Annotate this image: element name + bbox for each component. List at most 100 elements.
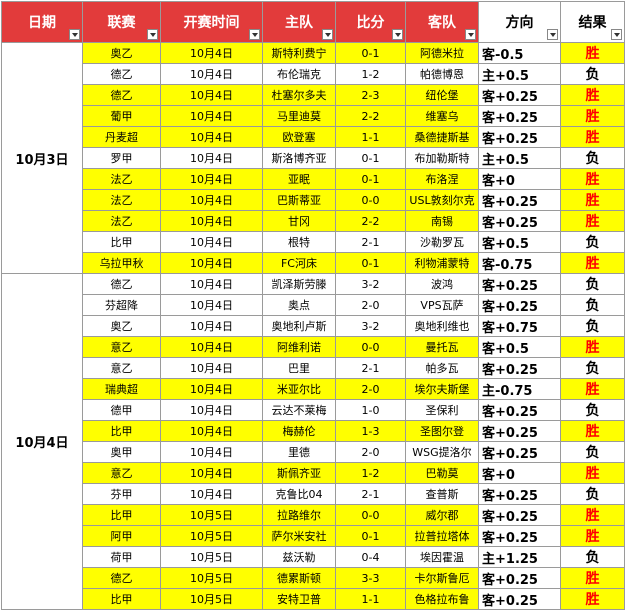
score: 2-0: [335, 294, 406, 316]
home-team: 斯佩齐亚: [262, 462, 336, 484]
league: 意乙: [82, 357, 161, 379]
match-row: 意乙 10月4日 斯佩齐亚 1-2 巴勒莫 客+0 胜: [2, 462, 625, 484]
kickoff-time: 10月4日: [160, 168, 263, 190]
home-team: 杜塞尔多夫: [262, 84, 336, 106]
home-team: FC河床: [262, 252, 336, 274]
filter-button[interactable]: [69, 29, 80, 40]
direction: 客+0.25: [478, 189, 561, 211]
direction: 客+0.25: [478, 357, 561, 379]
header-row: 日期 联赛 开赛时间 主队 比分 客队 方向 结果: [1, 1, 625, 43]
home-team: 斯洛博齐亚: [262, 147, 336, 169]
away-team: 圣图尔登: [405, 420, 479, 442]
match-row: 瑞典超 10月4日 米亚尔比 2-0 埃尔夫斯堡 主-0.75 胜: [2, 378, 625, 400]
column-header: 开赛时间: [160, 1, 263, 43]
home-team: 奥地利卢斯: [262, 315, 336, 337]
result: 负: [560, 147, 625, 169]
kickoff-time: 10月4日: [160, 147, 263, 169]
result: 胜: [560, 336, 625, 358]
league: 意乙: [82, 336, 161, 358]
kickoff-time: 10月4日: [160, 462, 263, 484]
match-row: 意乙 10月4日 阿维利诺 0-0 曼托瓦 客+0.5 胜: [2, 336, 625, 358]
score: 2-1: [335, 231, 406, 253]
direction: 主-0.75: [478, 378, 561, 400]
away-team: 曼托瓦: [405, 336, 479, 358]
result: 胜: [560, 525, 625, 547]
column-header: 结果: [560, 1, 625, 43]
league: 比甲: [82, 588, 161, 610]
score: 2-3: [335, 84, 406, 106]
filter-button[interactable]: [147, 29, 158, 40]
home-team: 萨尔米安社: [262, 525, 336, 547]
match-row: 比甲 10月5日 安特卫普 1-1 色格拉布鲁 客+0.25 胜: [2, 588, 625, 610]
league: 奥乙: [82, 42, 161, 64]
match-row: 奥乙 10月4日 奥地利卢斯 3-2 奥地利维也 客+0.75 负: [2, 315, 625, 337]
home-team: 亚眠: [262, 168, 336, 190]
filter-button[interactable]: [465, 29, 476, 40]
result: 负: [560, 315, 625, 337]
match-row: 罗甲 10月4日 斯洛博齐亚 0-1 布加勒斯特 主+0.5 负: [2, 147, 625, 169]
away-team: 帕多瓦: [405, 357, 479, 379]
match-row: 荷甲 10月5日 兹沃勒 0-4 埃因霍温 主+1.25 负: [2, 546, 625, 568]
league: 比甲: [82, 231, 161, 253]
score: 3-2: [335, 315, 406, 337]
kickoff-time: 10月4日: [160, 84, 263, 106]
away-team: 帕德博恩: [405, 63, 479, 85]
kickoff-time: 10月4日: [160, 378, 263, 400]
score: 0-0: [335, 504, 406, 526]
away-team: 卡尔斯鲁厄: [405, 567, 479, 589]
home-team: 米亚尔比: [262, 378, 336, 400]
home-team: 阿维利诺: [262, 336, 336, 358]
filter-button[interactable]: [249, 29, 260, 40]
filter-button[interactable]: [322, 29, 333, 40]
filter-button[interactable]: [547, 29, 558, 40]
away-team: 利物浦蒙特: [405, 252, 479, 274]
direction: 客+0.25: [478, 399, 561, 421]
score: 2-2: [335, 210, 406, 232]
result: 负: [560, 63, 625, 85]
direction: 客+0.25: [478, 504, 561, 526]
league: 荷甲: [82, 546, 161, 568]
result: 负: [560, 483, 625, 505]
score: 0-1: [335, 42, 406, 64]
result: 胜: [560, 84, 625, 106]
score: 0-1: [335, 168, 406, 190]
kickoff-time: 10月5日: [160, 567, 263, 589]
away-team: 查普斯: [405, 483, 479, 505]
result: 胜: [560, 252, 625, 274]
score: 3-3: [335, 567, 406, 589]
away-team: 南锡: [405, 210, 479, 232]
kickoff-time: 10月4日: [160, 126, 263, 148]
league: 意乙: [82, 462, 161, 484]
direction: 客+0.25: [478, 420, 561, 442]
result: 胜: [560, 42, 625, 64]
score: 0-1: [335, 525, 406, 547]
result: 负: [560, 546, 625, 568]
result: 胜: [560, 420, 625, 442]
kickoff-time: 10月4日: [160, 63, 263, 85]
home-team: 欧登塞: [262, 126, 336, 148]
result: 胜: [560, 168, 625, 190]
away-team: 威尔郡: [405, 504, 479, 526]
direction: 客+0.25: [478, 294, 561, 316]
away-team: 纽伦堡: [405, 84, 479, 106]
kickoff-time: 10月4日: [160, 420, 263, 442]
result: 负: [560, 294, 625, 316]
filter-button[interactable]: [392, 29, 403, 40]
kickoff-time: 10月4日: [160, 441, 263, 463]
column-header: 比分: [335, 1, 406, 43]
column-header: 方向: [478, 1, 561, 43]
filter-button[interactable]: [611, 29, 622, 40]
match-row: 比甲 10月5日 拉路维尔 0-0 威尔郡 客+0.25 胜: [2, 504, 625, 526]
kickoff-time: 10月4日: [160, 42, 263, 64]
match-row: 比甲 10月4日 梅赫伦 1-3 圣图尔登 客+0.25 胜: [2, 420, 625, 442]
home-team: 德累斯顿: [262, 567, 336, 589]
result: 负: [560, 441, 625, 463]
home-team: 根特: [262, 231, 336, 253]
score: 3-2: [335, 273, 406, 295]
direction: 客+0: [478, 168, 561, 190]
home-team: 斯特利费宁: [262, 42, 336, 64]
kickoff-time: 10月4日: [160, 483, 263, 505]
direction: 主+0.5: [478, 63, 561, 85]
